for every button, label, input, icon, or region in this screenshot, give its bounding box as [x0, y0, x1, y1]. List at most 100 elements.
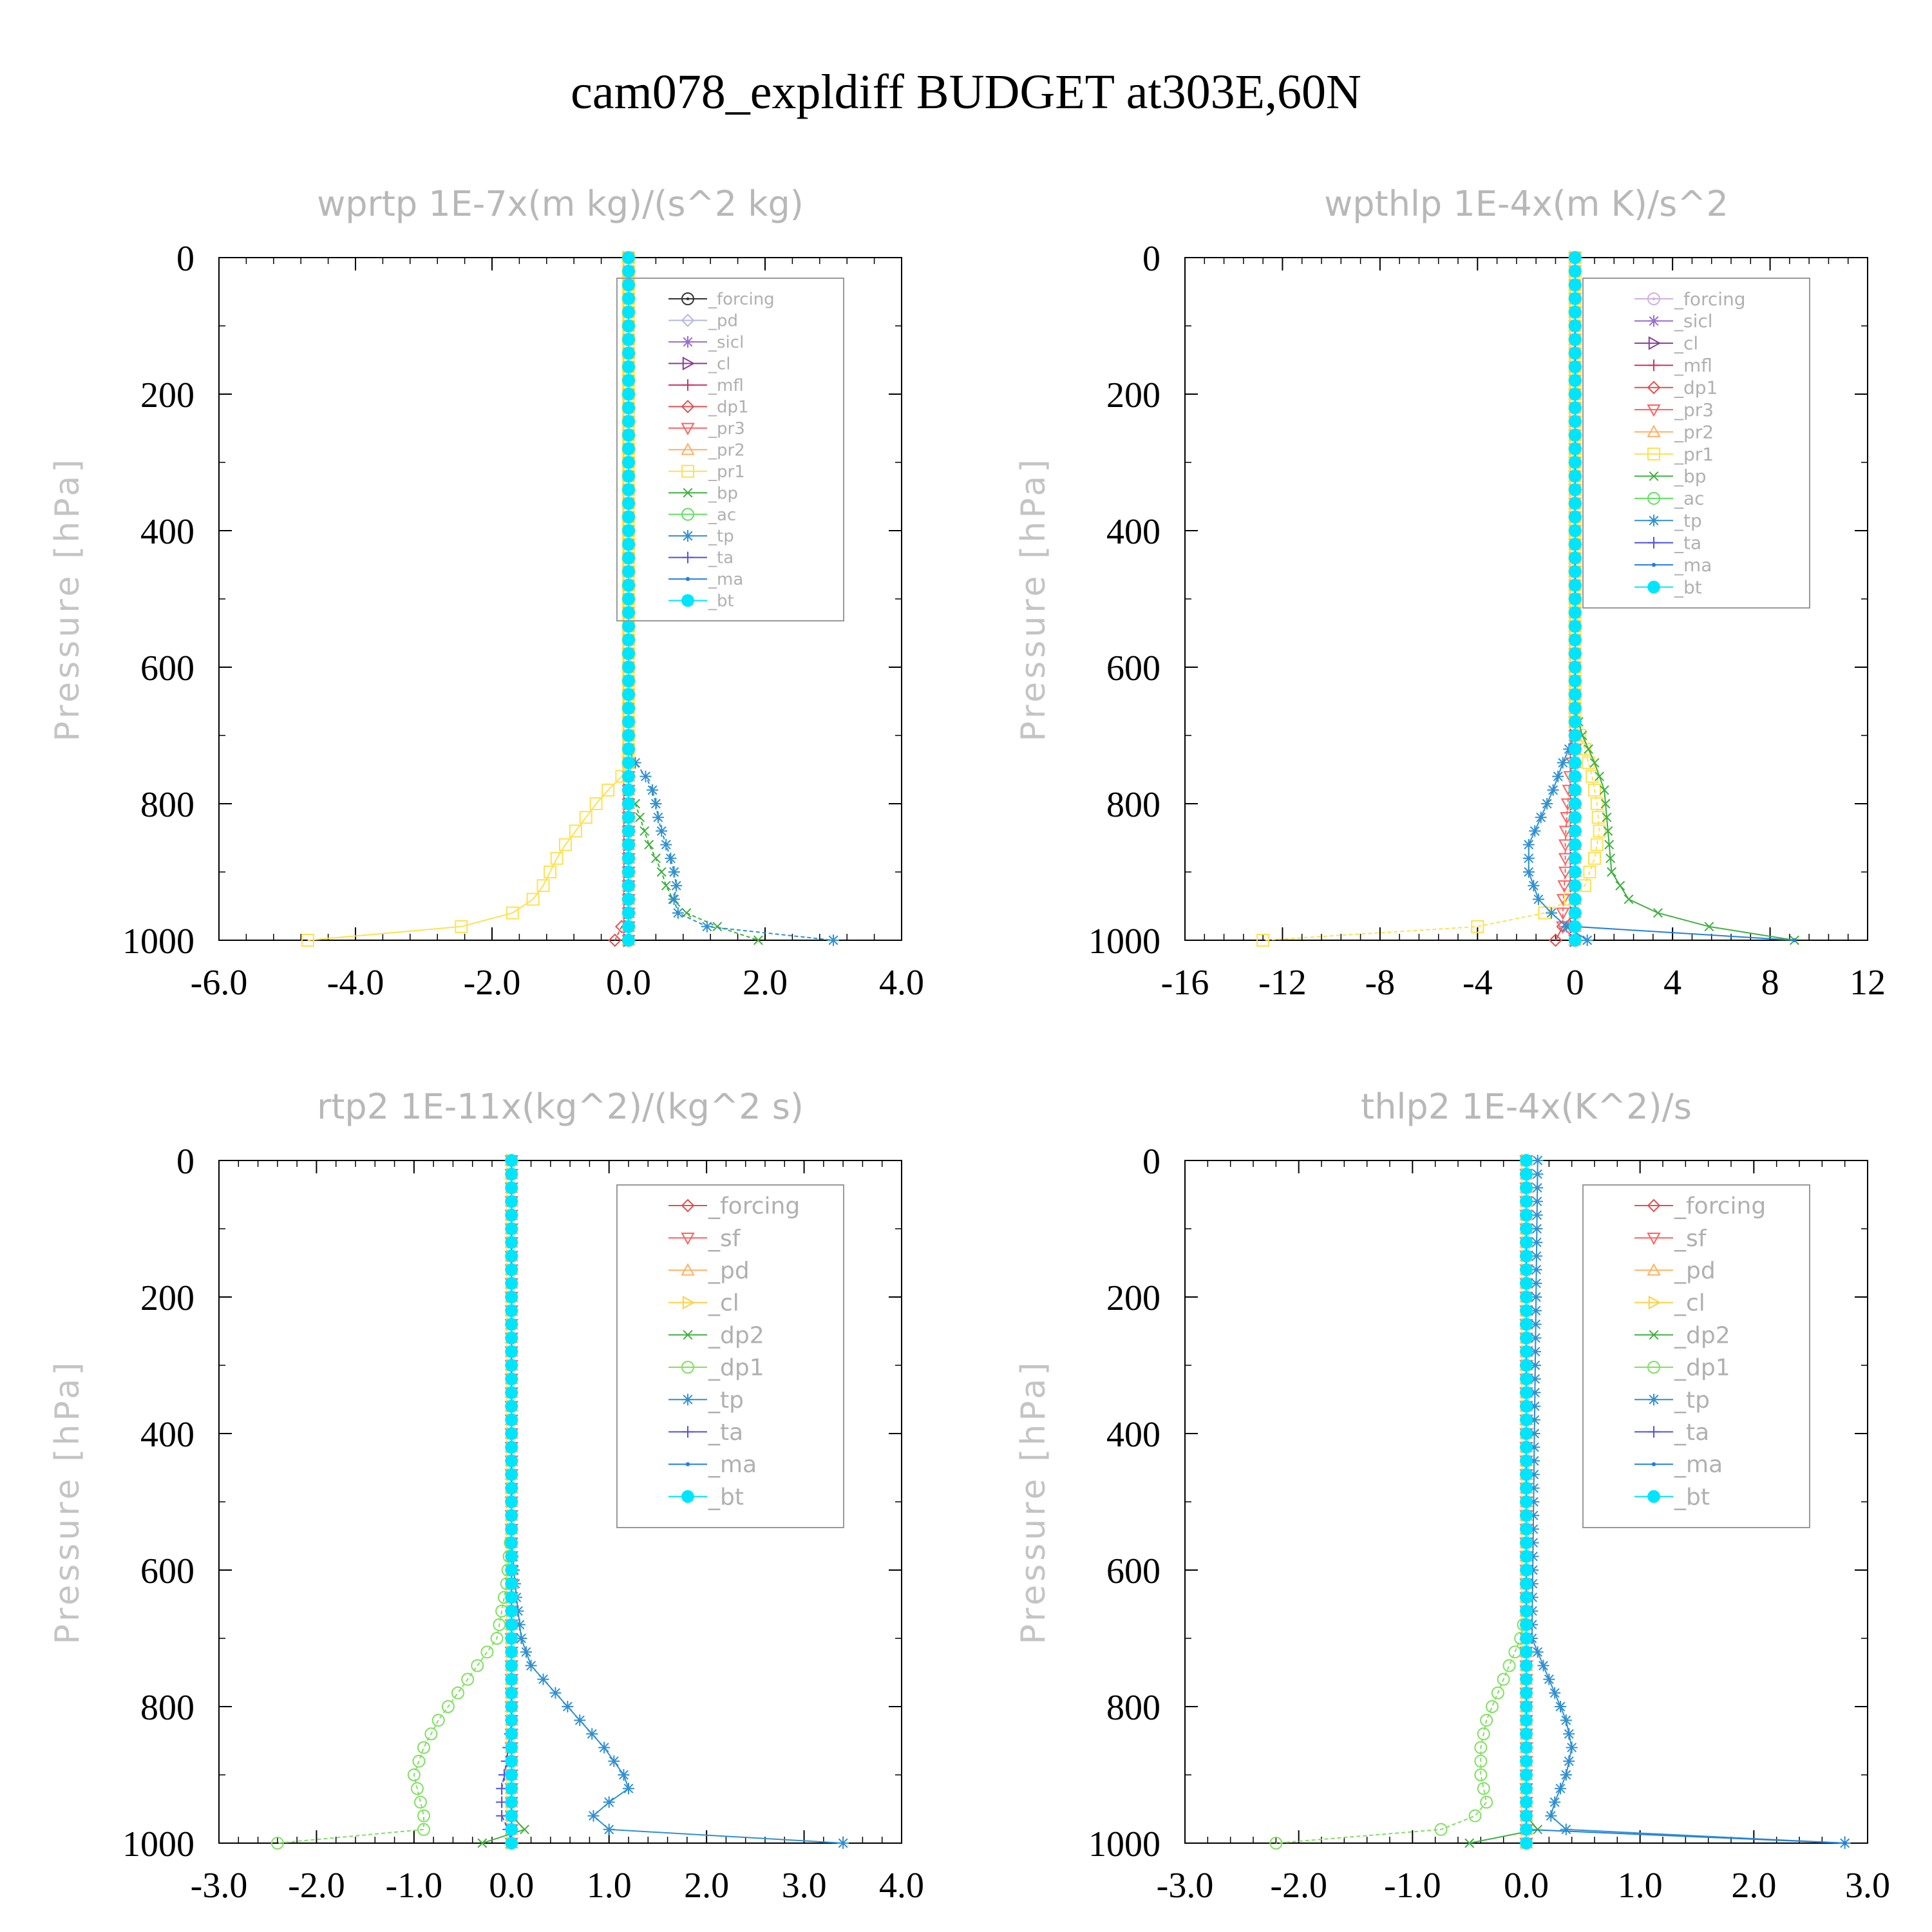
series-pr1	[301, 251, 635, 947]
y-tick-label: 200	[1106, 1278, 1160, 1318]
y-tick-label: 800	[1106, 785, 1160, 825]
series-point	[1600, 799, 1611, 809]
series-point	[603, 1823, 615, 1835]
legend-entry: _tp	[1634, 510, 1702, 531]
series-point	[1520, 1359, 1533, 1372]
legend-label: _pr1	[1674, 444, 1714, 465]
series-point	[1528, 1441, 1540, 1454]
series-point	[1568, 934, 1582, 947]
series-point	[712, 922, 723, 932]
series-point	[451, 1686, 464, 1700]
series-point	[1520, 1276, 1533, 1290]
legend-label: _bt	[708, 592, 734, 611]
series-group	[1256, 250, 1799, 948]
legend-marker	[1647, 1361, 1660, 1374]
legend-entry: _pr3	[668, 419, 745, 439]
series-point	[1560, 1714, 1572, 1727]
series-point	[1474, 1741, 1488, 1754]
series-point	[537, 1673, 549, 1685]
series-point	[1520, 1345, 1533, 1358]
x-tick-label: 0.0	[606, 963, 651, 1003]
legend-entry: _pd	[668, 312, 738, 331]
legend-marker	[1647, 1490, 1660, 1503]
series-point	[1529, 1373, 1541, 1385]
x-tick-label: 12	[1850, 963, 1886, 1003]
legend-entry: _cl	[1634, 333, 1698, 354]
series-point	[505, 1782, 518, 1795]
series-point	[505, 1809, 518, 1823]
legend-entry: _bt	[1634, 576, 1702, 598]
legend-label: _ma	[708, 1452, 757, 1478]
series-point	[1583, 866, 1596, 878]
series-point	[1520, 1236, 1533, 1249]
series-point	[618, 1769, 630, 1781]
series-point	[598, 1741, 611, 1754]
series-point	[622, 319, 635, 332]
series-point	[505, 1714, 518, 1727]
y-tick-label: 600	[140, 649, 194, 688]
x-tick-label: 2.0	[684, 1866, 729, 1906]
series-point	[1557, 880, 1571, 893]
series-point	[1549, 1796, 1561, 1808]
series-point	[589, 797, 603, 810]
legend-label: _ma	[1674, 1452, 1723, 1478]
series-point	[1527, 1537, 1539, 1549]
series-point	[622, 265, 635, 278]
series-point	[505, 1686, 518, 1700]
series-point	[579, 811, 592, 824]
series-point	[1568, 811, 1582, 824]
legend-marker-ring	[1647, 292, 1660, 305]
legend-entry: _sf	[1634, 1226, 1707, 1252]
legend-marker-center	[686, 297, 690, 301]
series-point	[1595, 772, 1605, 782]
series-point	[1558, 866, 1573, 880]
series-point	[668, 893, 680, 905]
x-tick-label: -6.0	[191, 963, 248, 1003]
series-point	[1520, 1372, 1533, 1386]
series-point	[1552, 770, 1564, 782]
legend-entry: _dp1	[668, 397, 749, 417]
series-point	[1474, 1754, 1488, 1768]
series-point	[1522, 838, 1535, 851]
series-point	[622, 374, 635, 387]
legend-label: _tp	[1674, 510, 1702, 531]
series-point	[1568, 851, 1582, 865]
legend-label: _pr1	[708, 462, 745, 482]
series-point	[1549, 1687, 1561, 1699]
series-point	[622, 333, 635, 346]
series-point	[1568, 729, 1582, 742]
y-tick-label: 200	[1106, 375, 1160, 415]
series-point	[622, 442, 635, 455]
legend-entry: _ta	[1634, 1419, 1709, 1446]
series-point	[1520, 1591, 1533, 1604]
series-point	[1527, 1564, 1539, 1576]
series-point	[455, 920, 468, 933]
legend-marker	[1648, 536, 1660, 549]
series-point	[1497, 1672, 1510, 1686]
series-point	[828, 934, 839, 946]
legend: _forcing _sf _pd _cl _dp2 _dp1 _tp _ta _ma _bt	[1582, 1184, 1810, 1528]
series-point	[1568, 469, 1582, 483]
series-point	[526, 893, 540, 906]
y-tick-label: 1000	[1088, 922, 1160, 961]
legend-entry: _sicl	[668, 333, 744, 352]
series-point	[1568, 456, 1582, 469]
series-point	[1568, 661, 1582, 674]
series-point	[301, 934, 314, 947]
series-point	[1520, 1645, 1533, 1659]
series-point	[520, 1646, 532, 1658]
legend-label: _ma	[708, 570, 743, 589]
series-point	[1568, 442, 1582, 455]
series-point	[1520, 1714, 1533, 1727]
legend-label: _forcing	[708, 290, 775, 309]
series-point	[493, 1618, 506, 1631]
legend-marker	[1648, 336, 1662, 350]
legend-label: _pd	[708, 312, 738, 331]
y-tick-label: 400	[1106, 512, 1160, 552]
legend-entry: _tp	[668, 1387, 744, 1414]
legend-label: _dp1	[1674, 377, 1718, 399]
legend-entry: _mfl	[668, 376, 744, 395]
series-point	[1520, 1782, 1533, 1795]
series-point	[505, 1481, 518, 1495]
legend-box	[1582, 1184, 1810, 1528]
